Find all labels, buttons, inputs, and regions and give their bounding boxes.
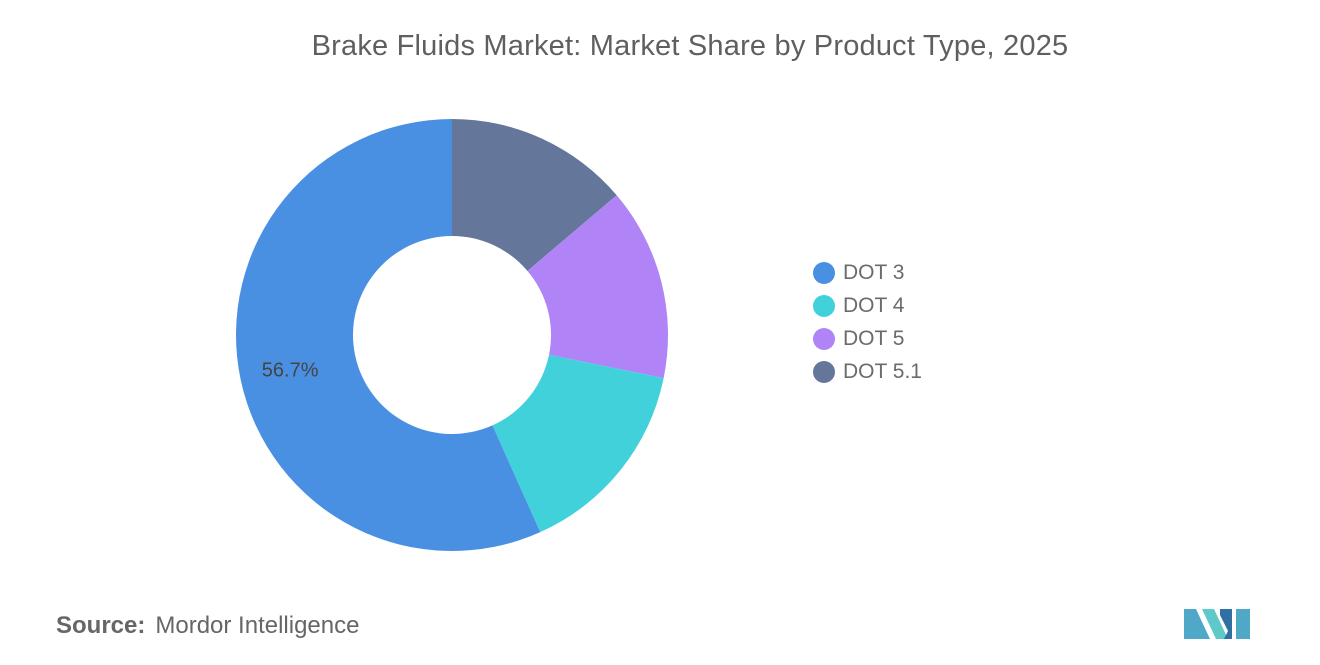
slice-dot-3: [235, 119, 541, 551]
legend-item-dot-5: DOT 5: [813, 322, 922, 355]
data-labels: 56.7%: [262, 360, 319, 382]
legend-swatch: [813, 360, 835, 383]
legend-item-dot-4: DOT 4: [813, 289, 922, 322]
legend-swatch: [813, 261, 835, 284]
legend-label: DOT 3: [843, 260, 905, 284]
chart-title: Brake Fluids Market: Market Share by Pro…: [311, 30, 1069, 62]
chart-legend: DOT 3 DOT 4 DOT 5 DOT 5.1: [813, 256, 922, 388]
data-label-dot-3: 56.7%: [262, 360, 319, 382]
mordor-intelligence-logo-icon: [1184, 609, 1250, 639]
legend-item-dot-5-1: DOT 5.1: [813, 355, 922, 388]
legend-label: DOT 5: [843, 326, 905, 350]
source-value: Mordor Intelligence: [155, 612, 360, 639]
legend-item-dot-3: DOT 3: [813, 256, 922, 289]
source-label: Source:: [56, 612, 146, 639]
slice-dot-5: [527, 195, 668, 379]
donut-slices: [235, 119, 668, 551]
legend-swatch: [813, 327, 835, 350]
legend-label: DOT 4: [843, 293, 905, 317]
slice-dot-5-1: [452, 119, 617, 271]
legend-label: DOT 5.1: [843, 359, 922, 383]
slice-dot-4: [492, 354, 664, 533]
source-note: Source: Mordor Intelligence: [56, 612, 359, 640]
legend-swatch: [813, 294, 835, 317]
